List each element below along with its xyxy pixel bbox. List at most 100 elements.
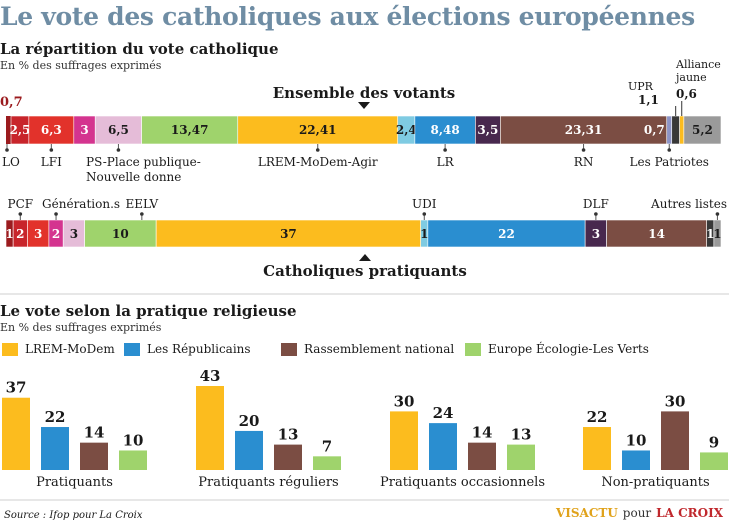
grouped-bar-2-2 <box>468 442 496 470</box>
grouped-bar-value-2-3: 13 <box>511 426 532 444</box>
legend-swatch-eelv <box>465 342 481 356</box>
bar2-value-lr: 22 <box>498 227 515 241</box>
bar2-value-autres: 1 <box>713 227 721 241</box>
bar2-top-autres-dot <box>715 212 720 216</box>
credit-pour: pour <box>622 506 652 520</box>
bar2-segment-eelv <box>84 219 157 248</box>
bar2-top-pcf-dot <box>18 212 23 216</box>
grouped-bar-3-0 <box>583 427 611 470</box>
grouped-bar-value-2-2: 14 <box>472 424 493 442</box>
bar1-label-lo-value: 0,7 <box>0 95 23 110</box>
bar1-segment-upr <box>671 115 680 145</box>
bar2-segment-lr <box>427 219 586 248</box>
legend-item-lrem: LREM-MoDem <box>2 342 115 356</box>
bar1-segment-alliance <box>679 115 685 145</box>
grouped-bar-value-0-3: 10 <box>123 431 144 449</box>
grouped-bar-1-0 <box>196 386 224 470</box>
bar1-bottom-lo-dot <box>5 148 9 152</box>
grouped-bar-3-3 <box>700 452 728 470</box>
bar2-value-ps: 3 <box>70 227 78 241</box>
bar1-label-alliance-value: 0,6 <box>676 87 697 101</box>
main-title: Le vote des catholiques aux élections eu… <box>0 2 695 31</box>
grouped-bar-value-1-0: 43 <box>200 367 221 385</box>
legend-label-lrem: LREM-MoDem <box>25 342 115 356</box>
credit: VISACTU pour LA CROIX <box>556 506 723 520</box>
bar1-segment-eelv <box>141 115 239 145</box>
grouped-bar-0-1 <box>41 427 69 470</box>
grouped-bar-0-3 <box>119 450 147 470</box>
legend-item-eelv: Europe Écologie-Les Verts <box>465 342 649 356</box>
bar2-label-autres: Autres listes <box>650 197 727 211</box>
grouped-bar-value-0-0: 37 <box>6 379 27 397</box>
grouped-category-label-1: Pratiquants réguliers <box>198 475 338 490</box>
grouped-bar-0-2 <box>80 442 108 470</box>
grouped-category-label-3: Non-pratiquants <box>601 475 709 490</box>
bar1-label-lo: LO <box>2 155 20 169</box>
bar1-value-ps: 6,5 <box>108 123 129 137</box>
bar2-value-lo: 1 <box>5 227 13 241</box>
bar1-value-pcf: 2,5 <box>9 123 30 137</box>
bar2-value-lrem: 37 <box>280 227 297 241</box>
legend-swatch-rn <box>281 342 297 356</box>
grouped-bar-2-0 <box>390 411 418 470</box>
grouped-bar-value-2-1: 24 <box>433 404 454 422</box>
grouped-bar-3-2 <box>661 411 689 470</box>
grouped-bar-value-0-2: 14 <box>84 424 105 442</box>
legend-label-lr: Les Républicains <box>147 342 251 356</box>
grouped-bar-2-1 <box>429 423 457 470</box>
bar2-title: Catholiques pratiquants <box>263 262 467 280</box>
bar2-top-udi-dot <box>422 212 427 216</box>
bar1-segment-patriotes <box>666 115 673 145</box>
legend-swatch-lrem <box>2 342 18 356</box>
credit-brand: VISACTU <box>555 506 618 520</box>
bar1-bottom-lr-dot <box>443 148 447 152</box>
bar1-label-upr-value: 1,1 <box>638 93 659 107</box>
bar1-value-eelv: 13,47 <box>171 123 209 137</box>
grouped-bar-value-0-1: 22 <box>45 408 66 426</box>
bar2-top-eelv-dot <box>140 212 144 216</box>
bar2-label-eelv: EELV <box>125 197 158 211</box>
bar1-arrow-icon <box>358 102 370 109</box>
bar1-segment-autres <box>683 115 722 145</box>
grouped-bar-1-1 <box>235 430 263 470</box>
grouped-bar-0-0 <box>2 397 30 470</box>
bar1-value-dlf: 3,5 <box>477 123 498 137</box>
bar1-label-lfi: LFI <box>41 155 62 169</box>
bar2-top-dlf-dot <box>594 212 598 216</box>
bar2-label-dlf: DLF <box>583 197 609 211</box>
bar1-label-lr: LR <box>437 155 455 169</box>
bar1-label-alliance-2: jaune <box>674 71 707 84</box>
bar1-segment-lo <box>6 116 11 144</box>
legend-label-rn: Rassemblement national <box>304 342 455 356</box>
grouped-bar-value-1-2: 13 <box>278 426 299 444</box>
section2-subtitle: En % des suffrages exprimés <box>0 321 162 334</box>
bar1-value-udi: 2,4 <box>396 123 417 137</box>
source-note: Source : Ifop pour La Croix <box>4 510 143 521</box>
bar1-label-alliance-1: Alliance <box>675 58 721 71</box>
bar1-segment-lr <box>414 115 476 145</box>
grouped-bar-value-3-1: 10 <box>626 431 647 449</box>
bar1-bottom-patriotes-dot <box>667 148 672 152</box>
bar2-top-generation-dot <box>54 212 58 216</box>
bar1-label-ps-1: PS-Place publique- <box>86 155 201 169</box>
bar1-label-patriotes: Les Patriotes <box>630 155 709 169</box>
bar1-value-lrem: 22,41 <box>299 123 337 137</box>
bar1-value-generation: 3 <box>80 123 88 137</box>
bar2-value-dlf: 3 <box>592 227 600 241</box>
bar1-value-autres: 5,2 <box>692 123 713 137</box>
bar1-label-lrem: LREM-MoDem-Agir <box>258 155 378 169</box>
legend-item-lr: Les Républicains <box>124 342 251 356</box>
grouped-bar-1-3 <box>313 456 341 470</box>
bar2-arrow-icon <box>359 254 371 261</box>
bar1-bottom-rn-dot <box>581 148 586 152</box>
bar2-value-udi: 1 <box>420 227 428 241</box>
grouped-bar-value-2-0: 30 <box>394 392 415 410</box>
grouped-bar-2-3 <box>507 444 535 470</box>
grouped-bar-1-2 <box>274 444 302 470</box>
bar1-label-ps-2: Nouvelle donne <box>86 170 181 184</box>
bar2-segment-lrem <box>155 219 421 248</box>
grouped-bar-value-1-3: 7 <box>322 437 332 455</box>
bar2-label-udi: UDI <box>412 197 437 211</box>
section1-subtitle: En % des suffrages exprimés <box>0 59 162 72</box>
